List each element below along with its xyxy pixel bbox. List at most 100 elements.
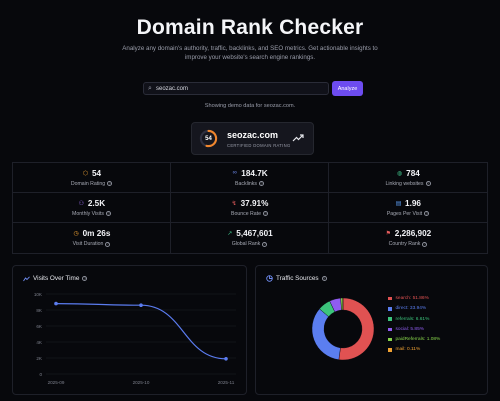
legend-swatch <box>388 327 392 332</box>
bounce-icon: ↯ <box>231 200 237 207</box>
legend-item: paidReferrals: 1.08% <box>388 337 440 342</box>
y-tick-label: 2K <box>36 356 43 361</box>
legend-swatch <box>388 337 392 342</box>
legend-swatch <box>388 296 392 301</box>
legend-label: search: 51.86% <box>395 296 429 301</box>
legend-swatch <box>388 317 392 321</box>
traffic-sources-panel: Traffic Sources ? search: 51.86% direct: … <box>255 265 488 395</box>
metric-label: Monthly Visits <box>72 210 104 217</box>
domain-rating-badge <box>199 129 218 148</box>
x-tick-label: 2025-09 <box>48 380 65 385</box>
help-icon[interactable]: ? <box>82 276 88 281</box>
series-line <box>55 303 227 360</box>
legend-label: referrals: 6.61% <box>395 316 430 322</box>
link-icon: ∞ <box>232 170 237 176</box>
metric-value: 0m 26s <box>82 229 111 238</box>
help-icon[interactable]: ? <box>105 241 111 247</box>
legend-label: social: 5.85% <box>395 326 425 332</box>
metric-card: ◍ 784 Linking websites? <box>329 163 487 193</box>
legend-item: search: 51.86% <box>388 296 440 301</box>
y-tick-label: 4K <box>36 340 43 345</box>
metric-card: ∞ 184.7K Backlinks? <box>171 163 329 193</box>
visits-over-time-panel: Visits Over Time ? 10K 8K 6K 4K 2K 0 2025-09 20… <box>12 265 247 395</box>
legend-item: social: 5.85% <box>388 327 440 332</box>
shield-icon: ⬡ <box>82 170 89 177</box>
page-subtitle: Analyze any domain's authority, traffic,… <box>122 45 378 61</box>
help-icon[interactable]: ? <box>424 211 430 216</box>
help-icon[interactable]: ? <box>321 276 327 281</box>
y-tick-label: 6K <box>36 324 43 329</box>
x-tick-label: 2025-11 <box>218 380 235 385</box>
metric-label: Backlinks <box>235 180 257 187</box>
metric-value: 784 <box>406 168 420 178</box>
pie-chart-icon <box>266 275 273 282</box>
chart-line-icon <box>23 275 30 281</box>
metric-label: Linking websites <box>385 180 424 187</box>
metric-label: Domain Rating <box>70 180 106 187</box>
page-title: Domain Rank Checker <box>136 16 364 39</box>
donut-slice-search[interactable] <box>338 297 375 361</box>
metric-label: Bounce Rate <box>231 210 261 217</box>
pages-icon: ▤ <box>395 200 402 207</box>
y-tick-label: 10K <box>34 292 43 297</box>
users-icon: ⚇ <box>78 200 85 207</box>
metric-card: ↗ 5,467,601 Global Rank? <box>171 223 329 253</box>
help-icon[interactable]: ? <box>107 181 113 186</box>
metric-value: 2,286,902 <box>394 229 432 238</box>
search-input-value: seozac.com <box>156 85 189 92</box>
legend-label: direct: 33.94% <box>395 306 427 312</box>
donut-slice-direct[interactable] <box>311 308 341 360</box>
metric-card: ⚑ 2,286,902 Country Rank? <box>329 223 487 253</box>
analyze-button[interactable]: Analyze <box>332 81 363 96</box>
metric-value: 1.96 <box>405 198 421 208</box>
legend-swatch <box>388 348 392 352</box>
help-icon[interactable]: ? <box>425 181 431 186</box>
demo-note: Showing demo data for seozac.com. <box>204 103 296 109</box>
metric-label: Pages Per Visit <box>386 210 423 217</box>
flag-icon: ⚑ <box>385 231 391 237</box>
data-point[interactable] <box>54 301 58 306</box>
x-tick-label: 2025-10 <box>133 380 150 385</box>
y-tick-label: 8K <box>36 308 43 313</box>
metric-value: 5,467,601 <box>236 229 273 238</box>
trend-up-icon <box>292 134 304 142</box>
metric-label: Visit Duration <box>72 241 104 247</box>
visits-line-chart: 10K 8K 6K 4K 2K 0 2025-09 2025-10 2025-11 <box>34 292 236 385</box>
metrics-grid: ⬡ 54 Domain Rating? ∞ 184.7K Backlinks? ◍ 784 Li… <box>12 162 488 254</box>
globe-icon: ◍ <box>397 170 403 177</box>
help-icon[interactable]: ? <box>105 211 111 216</box>
domain-summary-card: 54 seozac.com CERTIFIED DOMAIN RATING <box>191 122 314 155</box>
data-point[interactable] <box>224 357 228 361</box>
legend-item: mail: 0.11% <box>388 347 440 352</box>
metric-card: ▤ 1.96 Pages Per Visit? <box>329 193 487 223</box>
domain-rating-score: 54 <box>205 135 212 142</box>
search-icon: ⌕ <box>148 84 152 92</box>
metric-card: ↯ 37.91% Bounce Rate? <box>171 193 329 223</box>
metric-value: 184.7K <box>241 168 268 178</box>
traffic-panel-title: Traffic Sources <box>276 275 319 282</box>
search-input[interactable]: ⌕ seozac.com <box>143 82 329 95</box>
legend-label: paidReferrals: 1.08% <box>395 337 441 343</box>
metric-card: ⬡ 54 Domain Rating? <box>13 163 171 193</box>
legend-label: mail: 0.11% <box>395 347 421 353</box>
legend-item: direct: 33.94% <box>388 306 440 311</box>
metric-card: ◷ 0m 26s Visit Duration? <box>13 223 171 253</box>
help-icon[interactable]: ? <box>422 241 428 247</box>
metric-value: 37.91% <box>240 198 269 208</box>
visits-panel-title: Visits Over Time <box>33 275 80 282</box>
help-icon[interactable]: ? <box>263 211 268 216</box>
data-point[interactable] <box>139 303 143 307</box>
metric-value: 54 <box>91 168 102 178</box>
help-icon[interactable]: ? <box>258 181 264 186</box>
domain-certified-label: CERTIFIED DOMAIN RATING <box>227 143 291 148</box>
legend-swatch <box>388 307 392 311</box>
clock-icon: ◷ <box>73 231 79 237</box>
metric-value: 2.5K <box>87 198 106 208</box>
traffic-donut-chart <box>311 297 375 361</box>
trend-up-icon: ↗ <box>227 231 233 237</box>
metric-label: Global Rank <box>231 241 261 247</box>
help-icon[interactable]: ? <box>262 241 268 247</box>
metric-label: Country Rank <box>388 241 421 247</box>
domain-name: seozac.com <box>227 130 279 140</box>
metric-card: ⚇ 2.5K Monthly Visits? <box>13 193 171 223</box>
